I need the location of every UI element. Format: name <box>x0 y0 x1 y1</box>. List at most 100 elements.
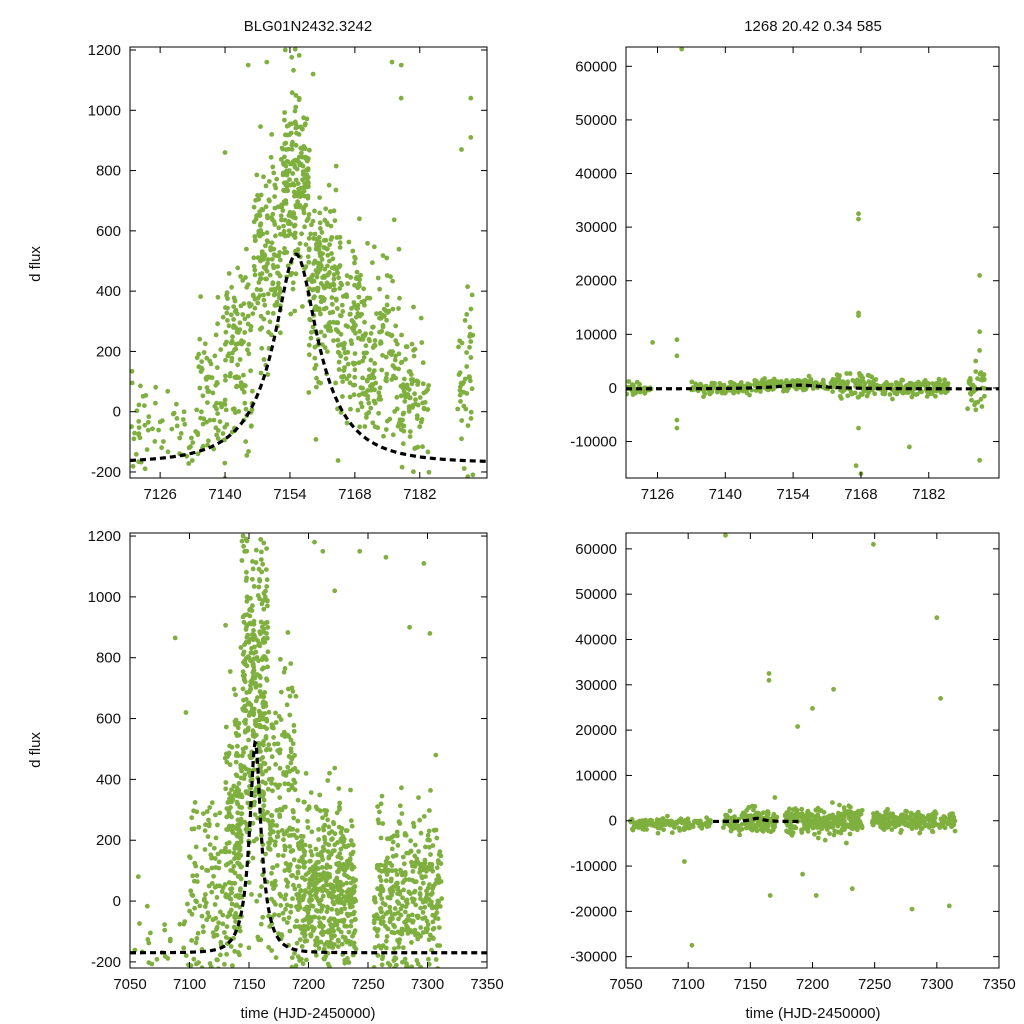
data-point <box>349 919 354 924</box>
data-point <box>711 384 717 390</box>
data-point <box>412 391 417 397</box>
data-point <box>292 950 297 956</box>
data-point <box>297 241 303 247</box>
data-point <box>938 696 943 701</box>
data-point <box>368 357 374 363</box>
data-point <box>293 142 299 148</box>
data-point <box>248 324 254 329</box>
data-point <box>326 824 332 830</box>
data-point <box>299 231 304 237</box>
data-point <box>314 375 319 381</box>
data-point <box>216 920 222 926</box>
data-point <box>321 298 327 303</box>
x-tick-label: 7050 <box>113 976 146 993</box>
data-point <box>409 940 414 945</box>
data-point <box>704 815 709 821</box>
data-point <box>464 364 470 369</box>
data-point <box>203 375 209 381</box>
data-point <box>217 810 223 816</box>
data-point <box>325 849 331 855</box>
data-point <box>347 380 353 386</box>
data-point <box>300 930 305 936</box>
data-point <box>409 341 415 347</box>
data-point <box>246 351 252 357</box>
data-point <box>213 332 219 338</box>
data-point <box>195 451 201 457</box>
data-point <box>204 809 210 814</box>
data-point <box>338 985 343 990</box>
data-point <box>320 283 326 289</box>
data-point <box>975 376 980 381</box>
data-point <box>421 561 427 566</box>
data-point <box>941 381 947 386</box>
data-point <box>227 910 233 915</box>
data-point <box>746 805 751 811</box>
data-point <box>206 914 212 919</box>
data-point <box>405 917 411 922</box>
data-point <box>342 293 348 299</box>
data-point <box>357 424 362 430</box>
data-point <box>330 889 336 894</box>
data-point <box>271 292 277 298</box>
data-point <box>331 282 337 288</box>
data-point <box>847 371 853 376</box>
data-point <box>263 243 268 249</box>
data-point <box>199 359 205 364</box>
data-point <box>384 294 390 300</box>
data-point <box>872 817 877 823</box>
data-point <box>332 765 338 771</box>
data-point <box>851 812 857 818</box>
data-point <box>966 378 972 384</box>
data-point <box>190 873 196 879</box>
data-point <box>385 960 391 966</box>
data-point <box>216 859 222 865</box>
data-point <box>294 828 300 833</box>
data-point <box>245 347 250 353</box>
data-point <box>372 897 378 902</box>
data-point <box>805 828 811 834</box>
data-point <box>223 724 229 730</box>
data-point <box>264 485 269 490</box>
data-point <box>287 928 293 934</box>
data-point <box>395 833 400 839</box>
data-point <box>293 177 299 183</box>
data-point <box>418 315 424 321</box>
data-point <box>244 575 250 581</box>
data-point <box>349 306 354 311</box>
data-point <box>342 957 348 963</box>
data-point <box>845 393 851 399</box>
data-point <box>230 334 235 340</box>
data-point <box>223 786 229 792</box>
data-point <box>193 940 199 946</box>
data-point <box>153 384 159 390</box>
data-point <box>258 937 264 943</box>
data-point <box>378 339 384 344</box>
data-point <box>274 808 280 813</box>
data-point <box>351 911 356 917</box>
data-point <box>380 352 385 358</box>
data-point <box>941 814 947 819</box>
data-point <box>256 584 262 590</box>
data-point <box>831 686 836 692</box>
data-point <box>238 274 244 279</box>
data-point <box>320 815 325 821</box>
data-point <box>348 406 353 412</box>
data-point <box>236 721 242 726</box>
data-point <box>425 832 431 838</box>
data-point <box>289 54 295 60</box>
data-point <box>244 284 250 290</box>
data-point <box>237 320 243 326</box>
data-point <box>281 669 287 675</box>
data-point <box>693 381 698 387</box>
data-point <box>344 420 350 426</box>
data-point <box>401 389 407 394</box>
data-point <box>284 250 290 255</box>
data-point <box>307 147 312 153</box>
data-point <box>410 377 416 382</box>
data-point <box>891 822 897 827</box>
data-point <box>399 785 404 791</box>
data-point <box>273 762 278 767</box>
data-point <box>764 380 770 385</box>
y-tick-label: 1000 <box>88 589 121 606</box>
data-point <box>262 621 268 626</box>
